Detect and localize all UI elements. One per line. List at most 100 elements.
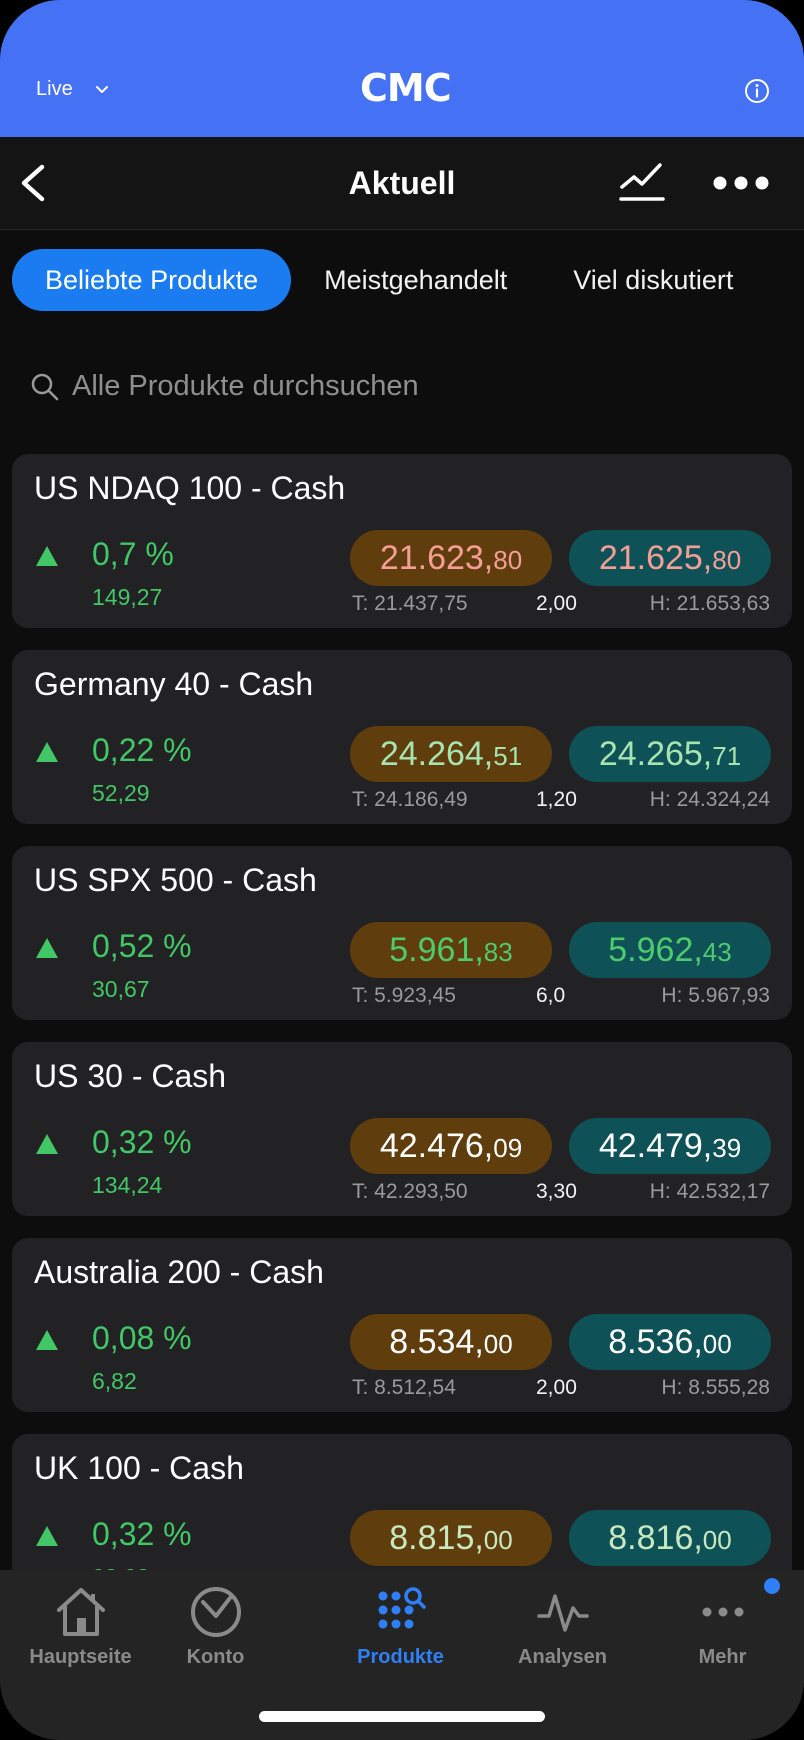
- spread-value: 2,00: [536, 1376, 577, 1399]
- up-arrow-icon: [36, 742, 58, 762]
- change-absolute: 30,67: [92, 976, 150, 1002]
- change-absolute: 52,29: [92, 780, 150, 806]
- tab-meistgehandelt[interactable]: Meistgehandelt: [324, 265, 508, 295]
- change-percent: 0,08 %: [92, 1320, 192, 1356]
- tab-beliebte-produkte[interactable]: Beliebte Produkte: [12, 249, 292, 311]
- product-card[interactable]: US 30 - Cash 0,32 % 134,24 42.476,09 42.…: [12, 1042, 792, 1216]
- nav-label: Konto: [186, 1646, 245, 1668]
- low-price: T: 5.923,45: [352, 984, 456, 1007]
- product-name: Australia 200 - Cash: [34, 1254, 324, 1290]
- sell-price-main: 24.264,: [379, 735, 494, 773]
- sell-price-fraction: 51: [493, 741, 523, 771]
- line-chart-icon[interactable]: [618, 159, 666, 205]
- category-tabs: Beliebte Produkte Meistgehandelt Viel di…: [12, 249, 766, 311]
- up-arrow-icon: [36, 1330, 58, 1350]
- buy-price-main: 24.265,: [598, 735, 713, 773]
- spread-value: 2,00: [536, 592, 577, 615]
- sell-price-fraction: 83: [483, 937, 513, 967]
- high-price: H: 42.532,17: [649, 1180, 770, 1203]
- buy-price-button[interactable]: 8.816,00: [569, 1510, 771, 1566]
- nav-produkte[interactable]: Produkte: [320, 1584, 481, 1669]
- nav-hauptseite[interactable]: Hauptseite: [0, 1584, 161, 1669]
- buy-price-main: 21.625,: [598, 539, 713, 577]
- product-card[interactable]: US NDAQ 100 - Cash 0,7 % 149,27 21.623,8…: [12, 454, 792, 628]
- pulse-icon: [536, 1594, 589, 1632]
- product-card[interactable]: US SPX 500 - Cash 0,52 % 30,67 5.961,83 …: [12, 846, 792, 1020]
- up-arrow-icon: [36, 1526, 58, 1546]
- up-arrow-icon: [36, 546, 58, 566]
- sell-price-main: 5.961,: [389, 931, 484, 969]
- search-icon: [31, 373, 59, 400]
- search-input[interactable]: [72, 370, 712, 403]
- nav-label: Hauptseite: [29, 1646, 132, 1668]
- low-price: T: 42.293,50: [352, 1180, 468, 1203]
- navigation-header: Aktuell: [0, 137, 804, 230]
- nav-konto[interactable]: Konto: [135, 1584, 296, 1669]
- buy-price-button[interactable]: 24.265,71: [569, 726, 771, 782]
- product-card[interactable]: Australia 200 - Cash 0,08 % 6,82 8.534,0…: [12, 1238, 792, 1412]
- spread-value: 3,30: [536, 1180, 577, 1203]
- buy-price-fraction: 71: [712, 741, 742, 771]
- sell-price-button[interactable]: 21.623,80: [350, 530, 552, 586]
- account-gauge-icon: [190, 1587, 241, 1637]
- more-options-icon[interactable]: [712, 175, 770, 191]
- product-name: US 30 - Cash: [34, 1058, 227, 1094]
- sell-price-fraction: 00: [483, 1525, 513, 1555]
- notification-badge: [764, 1578, 780, 1594]
- buy-price-fraction: 43: [702, 937, 732, 967]
- high-price: H: 21.653,63: [649, 592, 770, 615]
- high-price: H: 24.324,24: [649, 788, 770, 811]
- home-indicator[interactable]: [259, 1711, 545, 1722]
- product-name: Germany 40 - Cash: [34, 666, 314, 702]
- more-dots-icon: [702, 1607, 743, 1617]
- nav-label: Analysen: [518, 1646, 607, 1668]
- low-price: T: 8.512,54: [352, 1376, 456, 1399]
- up-arrow-icon: [36, 938, 58, 958]
- back-arrow-icon[interactable]: [18, 163, 48, 203]
- low-price: T: 21.437,75: [352, 592, 468, 615]
- change-absolute: 6,82: [92, 1368, 137, 1394]
- change-percent: 0,52 %: [92, 928, 192, 964]
- sell-price-button[interactable]: 24.264,51: [350, 726, 552, 782]
- top-bar: Live CMC: [0, 0, 804, 137]
- nav-mehr[interactable]: Mehr: [642, 1584, 803, 1669]
- cmc-logo: CMC: [360, 66, 452, 110]
- buy-price-button[interactable]: 8.536,00: [569, 1314, 771, 1370]
- low-price: T: 24.186,49: [352, 788, 468, 811]
- buy-price-main: 42.479,: [598, 1127, 713, 1165]
- bottom-navigation: Hauptseite Konto Produkte: [0, 1570, 804, 1740]
- environment-selector[interactable]: Live: [36, 78, 109, 101]
- info-icon[interactable]: [744, 78, 770, 104]
- home-icon: [56, 1588, 105, 1636]
- buy-price-button[interactable]: 5.962,43: [569, 922, 771, 978]
- high-price: H: 8.555,28: [661, 1376, 770, 1399]
- nav-analysen[interactable]: Analysen: [482, 1584, 643, 1669]
- sell-price-fraction: 80: [493, 545, 523, 575]
- environment-label: Live: [36, 78, 73, 100]
- search-bar: [30, 370, 712, 403]
- buy-price-button[interactable]: 21.625,80: [569, 530, 771, 586]
- product-card[interactable]: Germany 40 - Cash 0,22 % 52,29 24.264,51…: [12, 650, 792, 824]
- change-percent: 0,22 %: [92, 732, 192, 768]
- up-arrow-icon: [36, 1134, 58, 1154]
- sell-price-button[interactable]: 8.815,00: [350, 1510, 552, 1566]
- sell-price-fraction: 09: [493, 1133, 523, 1163]
- nav-label: Mehr: [698, 1646, 747, 1668]
- product-name: US NDAQ 100 - Cash: [34, 470, 346, 506]
- sell-price-button[interactable]: 42.476,09: [350, 1118, 552, 1174]
- product-name: US SPX 500 - Cash: [34, 862, 317, 898]
- nav-label: Produkte: [357, 1646, 444, 1668]
- sell-price-main: 8.534,: [389, 1323, 484, 1361]
- sell-price-fraction: 00: [483, 1329, 513, 1359]
- chevron-down-icon: [95, 85, 108, 93]
- tab-viel-diskutiert[interactable]: Viel diskutiert: [573, 265, 734, 295]
- buy-price-fraction: 00: [702, 1329, 732, 1359]
- sell-price-button[interactable]: 8.534,00: [350, 1314, 552, 1370]
- products-search-icon: [378, 1587, 426, 1629]
- buy-price-button[interactable]: 42.479,39: [569, 1118, 771, 1174]
- change-percent: 0,7 %: [92, 536, 174, 572]
- sell-price-button[interactable]: 5.961,83: [350, 922, 552, 978]
- change-absolute: 149,27: [92, 584, 163, 610]
- high-price: H: 5.967,93: [661, 984, 770, 1007]
